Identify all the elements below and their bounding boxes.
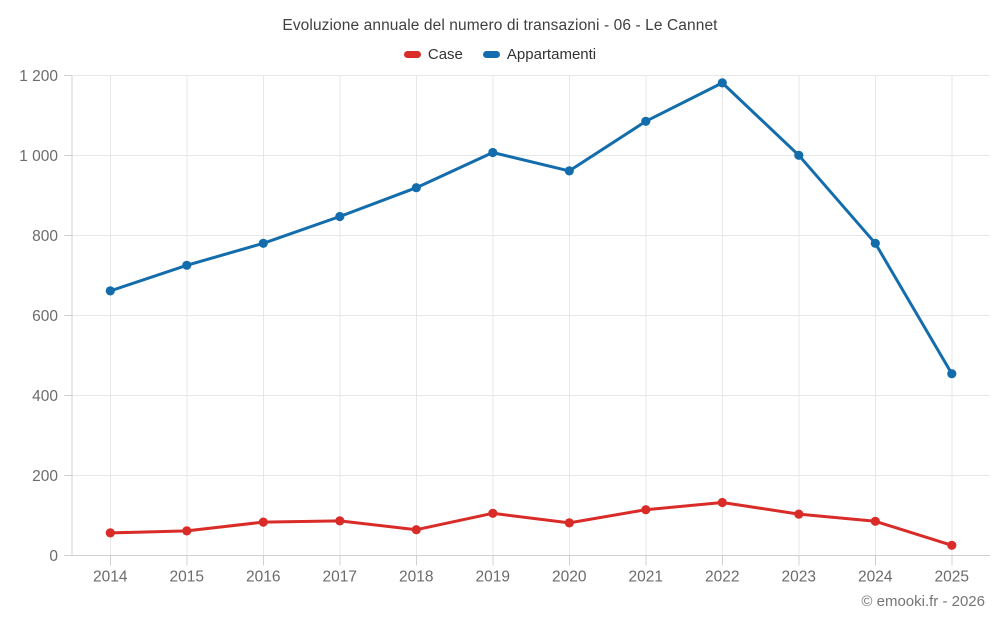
point-appartamenti-2024[interactable] [870, 238, 880, 248]
y-tick-label: 400 [32, 388, 58, 405]
point-appartamenti-2025[interactable] [947, 369, 957, 379]
point-appartamenti-2018[interactable] [411, 183, 421, 193]
legend-item-appartamenti[interactable]: Appartamenti [482, 46, 597, 63]
point-case-2024[interactable] [870, 516, 880, 526]
series-appartamenti [105, 78, 957, 379]
point-case-2015[interactable] [182, 526, 192, 536]
gridlines [72, 75, 990, 557]
series-line-appartamenti [108, 81, 954, 376]
point-appartamenti-2019[interactable] [488, 147, 498, 158]
copyright-text: © emooki.fr - 2026 [861, 593, 985, 610]
x-tick-label: 2025 [935, 569, 969, 586]
axis-labels: 0 200 400 600 800 1 000 1 200 2014 2015 2016 2017 2… [19, 68, 969, 586]
series-case [105, 497, 957, 550]
point-case-2022[interactable] [717, 497, 727, 508]
point-case-2017[interactable] [335, 516, 345, 526]
chart-legend: Case Appartamenti [0, 46, 1000, 63]
x-tick-label: 2014 [93, 569, 128, 586]
y-tick-label: 1 200 [19, 68, 58, 85]
point-appartamenti-2023[interactable] [794, 150, 804, 160]
point-case-2025[interactable] [947, 540, 957, 550]
legend-swatch-case [403, 51, 421, 58]
legend-label-case: Case [427, 46, 463, 63]
point-case-2023[interactable] [794, 509, 804, 519]
x-tick-label: 2019 [476, 569, 510, 586]
y-tick-label: 800 [32, 228, 58, 245]
point-case-2018[interactable] [411, 525, 421, 535]
point-appartamenti-2015[interactable] [182, 260, 192, 270]
y-tick-label: 1 000 [19, 148, 58, 165]
legend-swatch-appartamenti [482, 51, 500, 58]
x-tick-label: 2023 [782, 569, 816, 586]
point-appartamenti-2014[interactable] [105, 286, 115, 296]
y-tick-label: 200 [32, 468, 58, 485]
y-tick-label: 600 [32, 308, 58, 325]
point-case-2014[interactable] [105, 528, 115, 538]
point-appartamenti-2017[interactable] [335, 211, 345, 222]
y-tick-label: 0 [49, 548, 58, 565]
x-tick-label: 2024 [858, 569, 893, 586]
x-tick-label: 2017 [323, 569, 357, 586]
point-appartamenti-2022[interactable] [717, 78, 727, 88]
legend-item-case[interactable]: Case [403, 46, 463, 63]
series-line-case [108, 501, 954, 547]
x-tick-label: 2015 [170, 569, 204, 586]
x-tick-label: 2018 [399, 569, 433, 586]
point-case-2020[interactable] [564, 518, 574, 528]
chart-title: Evoluzione annuale del numero di transaz… [282, 17, 718, 34]
point-appartamenti-2016[interactable] [258, 238, 268, 248]
x-tick-label: 2016 [246, 569, 280, 586]
axes [64, 75, 990, 566]
point-case-2021[interactable] [641, 505, 651, 515]
x-tick-label: 2022 [705, 569, 739, 586]
point-appartamenti-2020[interactable] [564, 166, 574, 176]
x-tick-label: 2021 [629, 569, 663, 586]
legend-label-appartamenti: Appartamenti [506, 46, 597, 63]
point-case-2016[interactable] [258, 517, 268, 527]
point-appartamenti-2021[interactable] [641, 116, 651, 126]
point-case-2019[interactable] [488, 508, 498, 518]
x-tick-label: 2020 [552, 569, 587, 586]
